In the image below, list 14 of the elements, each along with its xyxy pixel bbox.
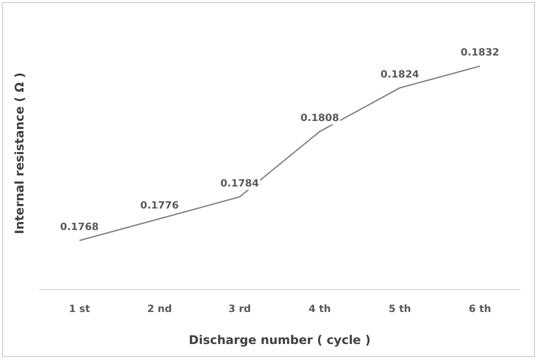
x-tick-label: 5 th	[388, 304, 412, 316]
x-tick-label: 2 nd	[147, 304, 172, 316]
x-tick-label: 4 th	[308, 304, 331, 316]
data-label: 0.1824	[380, 69, 420, 80]
x-tick-label: 3 rd	[228, 304, 251, 316]
y-axis-title: Internal resistance ( Ω )	[12, 72, 26, 234]
data-label: 0.1768	[60, 222, 99, 234]
data-label: 0.1784	[220, 178, 259, 190]
x-axis-title: Discharge number ( cycle )	[188, 332, 371, 347]
data-label: 0.1808	[300, 113, 340, 124]
data-label: 0.1776	[140, 200, 179, 212]
x-tick-label: 6 th	[468, 304, 492, 316]
x-tick-label: 1 st	[68, 304, 90, 316]
data-label: 0.1832	[460, 48, 500, 59]
